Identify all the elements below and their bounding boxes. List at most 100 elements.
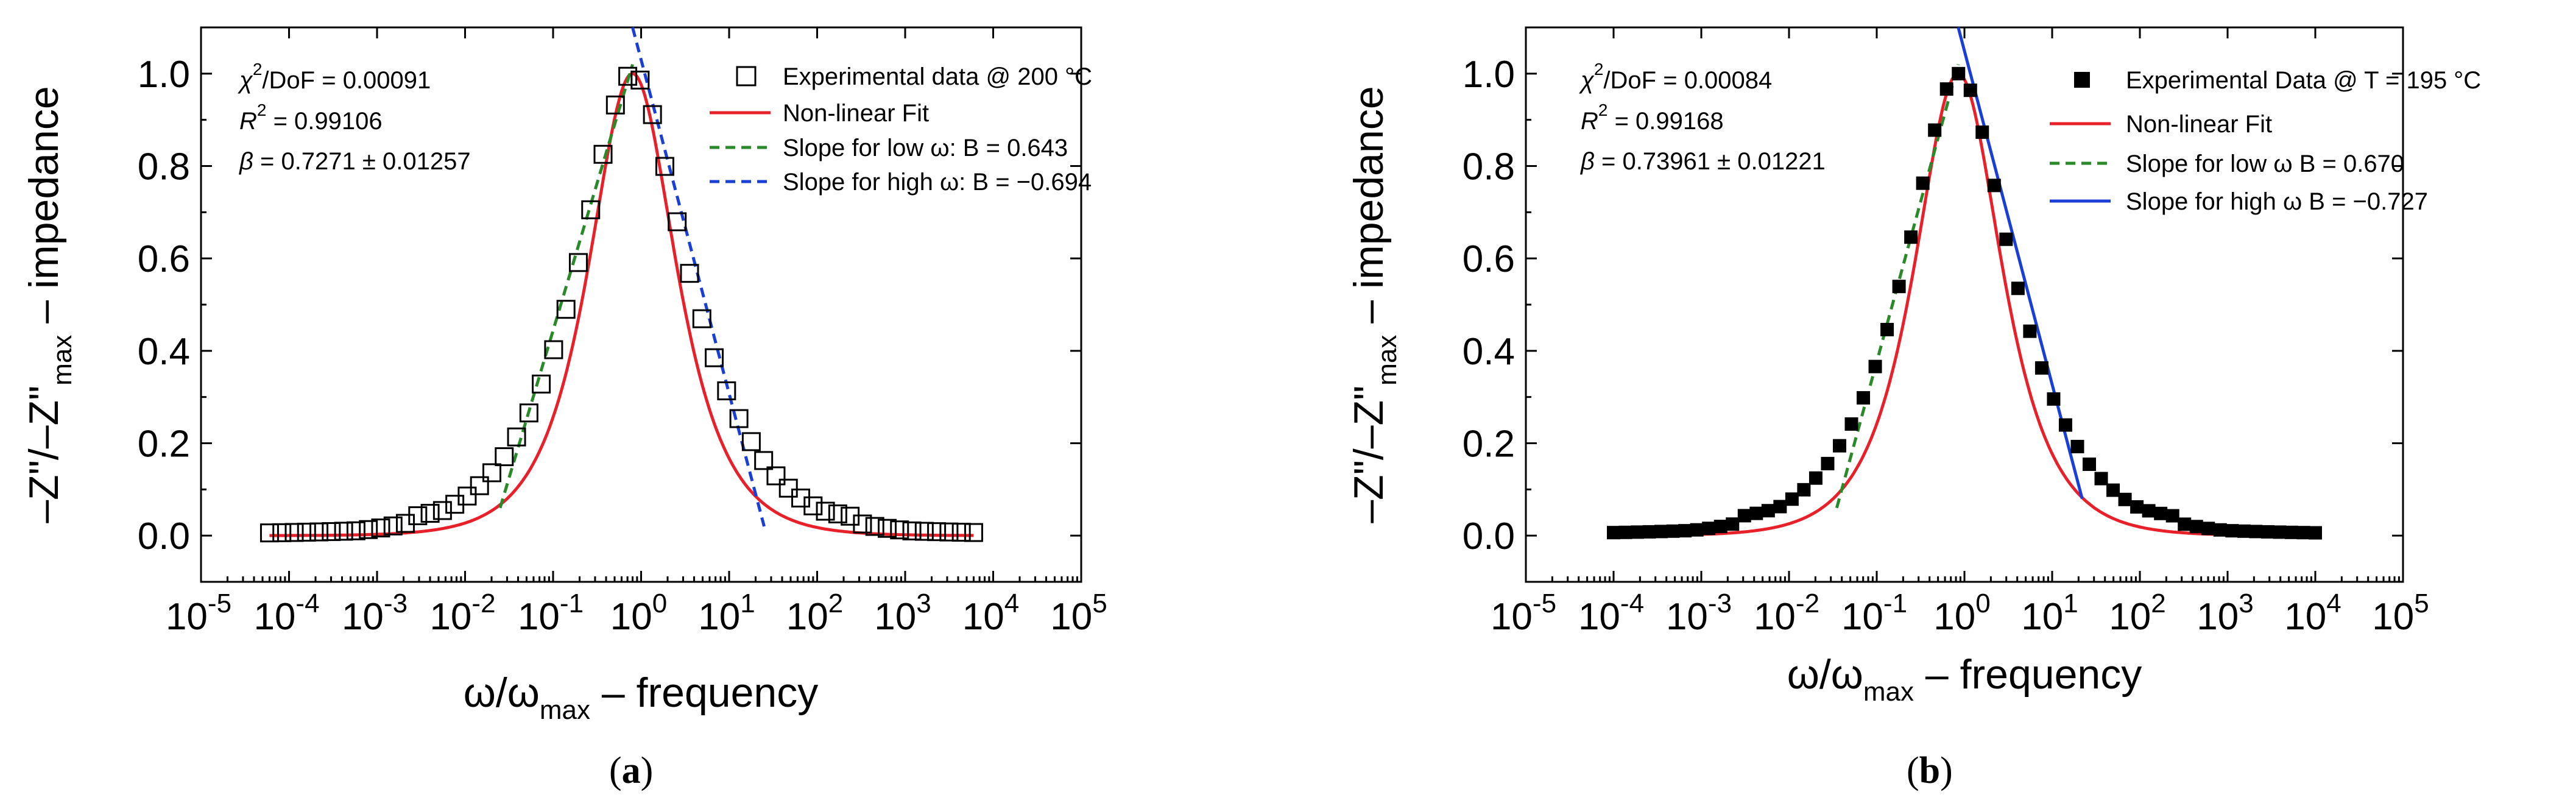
data-point	[1939, 82, 1953, 96]
data-point	[1975, 125, 1989, 139]
y-axis-title-a: –Z"/–Z"max – impedance	[21, 86, 77, 523]
data-point	[890, 520, 909, 540]
annotation-chi-a: χ2/DoF = 0.00091	[238, 60, 431, 94]
legend-label: Non-linear Fit	[2126, 111, 2272, 138]
data-point	[951, 523, 971, 542]
legend-label: Non-linear Fit	[783, 100, 929, 127]
legend-marker-open-square	[736, 66, 757, 87]
data-point	[741, 432, 761, 451]
y-tick-label: 0.8	[1463, 146, 1515, 188]
data-point	[309, 522, 329, 542]
data-point	[1916, 176, 1930, 190]
data-point	[1690, 523, 1704, 537]
data-point	[2273, 525, 2287, 539]
x-tick-label: 10-5	[1491, 589, 1556, 638]
data-point	[1726, 517, 1740, 531]
data-point	[1618, 525, 1632, 539]
legend-label: Slope for high ω: B = −0.694	[783, 169, 1092, 196]
data-point	[717, 381, 736, 400]
x-tick-label: 10-4	[1578, 589, 1644, 638]
data-point	[1999, 232, 2013, 246]
data-point	[2083, 457, 2097, 471]
data-point	[470, 476, 489, 495]
data-point	[2034, 361, 2048, 375]
legend-b: Experimental Data @ T = 195 °C Non-linea…	[2050, 67, 2481, 215]
data-point	[495, 447, 514, 467]
data-point	[420, 504, 440, 523]
data-point	[1892, 280, 1906, 294]
slope-low-line	[498, 63, 634, 509]
x-tick-label: 10-3	[1666, 589, 1732, 638]
data-point	[1631, 525, 1645, 539]
data-point	[2130, 500, 2144, 514]
legend-label: Slope for low ω: B = 0.643	[783, 135, 1068, 161]
x-tick-label: 10-1	[518, 589, 584, 638]
x-tick-label: 10-1	[1841, 589, 1907, 638]
x-tick-label: 103	[2197, 589, 2253, 638]
data-point	[2213, 523, 2227, 537]
data-point	[2070, 439, 2084, 453]
data-point	[778, 478, 798, 498]
data-point	[1857, 391, 1871, 405]
data-point	[1832, 439, 1846, 453]
data-point	[2296, 526, 2310, 540]
data-point	[2058, 418, 2072, 432]
data-point	[2165, 509, 2179, 523]
data-point	[643, 105, 662, 124]
y-tick-label: 0.4	[1463, 331, 1515, 373]
data-point	[692, 309, 711, 328]
annotation-r2-a: R2 = 0.99106	[239, 101, 383, 135]
data-point	[519, 403, 538, 423]
data-point	[1797, 483, 1811, 497]
data-point	[1844, 417, 1858, 431]
data-point	[680, 264, 699, 283]
data-point	[1928, 123, 1942, 137]
data-point	[1666, 524, 1680, 538]
data-point	[2047, 392, 2061, 406]
data-point	[2237, 524, 2251, 538]
data-point	[605, 95, 625, 115]
data-point	[902, 521, 922, 540]
data-point	[2142, 504, 2156, 518]
x-axis-title-a: ω/ωmax – frequency	[464, 670, 818, 725]
legend-label: Experimental data @ 200 °C	[783, 63, 1092, 90]
data-point	[568, 253, 588, 272]
data-point	[334, 522, 353, 541]
data-point	[1737, 509, 1751, 523]
y-tick-label: 0.0	[1463, 515, 1515, 557]
data-point	[668, 212, 687, 232]
y-tick-label: 0.2	[1463, 423, 1515, 465]
data-point	[1607, 526, 1620, 540]
data-point	[877, 518, 897, 538]
data-point	[754, 451, 774, 470]
data-point	[1963, 83, 1977, 97]
data-point	[457, 486, 477, 506]
x-tick-label: 105	[1050, 589, 1107, 638]
y-tick-label: 0.2	[138, 423, 190, 465]
data-point	[408, 506, 428, 525]
data-point	[581, 200, 601, 219]
x-tick-label: 100	[1933, 589, 1990, 638]
legend-label: Slope for low ω B = 0.670	[2126, 150, 2404, 177]
data-point	[2011, 281, 2025, 295]
data-point	[346, 521, 365, 540]
data-point	[2189, 520, 2203, 534]
legend-a: Experimental data @ 200 °C Non-linear Fi…	[710, 63, 1092, 196]
y-tick-label: 1.0	[138, 54, 190, 96]
data-point	[2260, 525, 2274, 539]
data-point	[2154, 506, 2168, 520]
data-point	[803, 496, 823, 515]
data-point	[2178, 517, 2192, 531]
panel-a: 10-5 10-4 10-3 10-2 10-1 100 101 102 103 104 105 0.…	[21, 26, 1107, 791]
data-point	[2225, 524, 2239, 538]
legend-marker-filled-square	[2074, 72, 2090, 88]
data-point	[655, 157, 674, 176]
data-point	[729, 409, 749, 428]
x-tick-label: 105	[2372, 589, 2429, 638]
data-point	[1987, 179, 2001, 193]
x-axis-title-b: ω/ωmax – frequency	[1787, 651, 2142, 707]
data-point	[914, 522, 934, 541]
data-point	[1821, 456, 1835, 470]
data-point	[828, 504, 847, 523]
